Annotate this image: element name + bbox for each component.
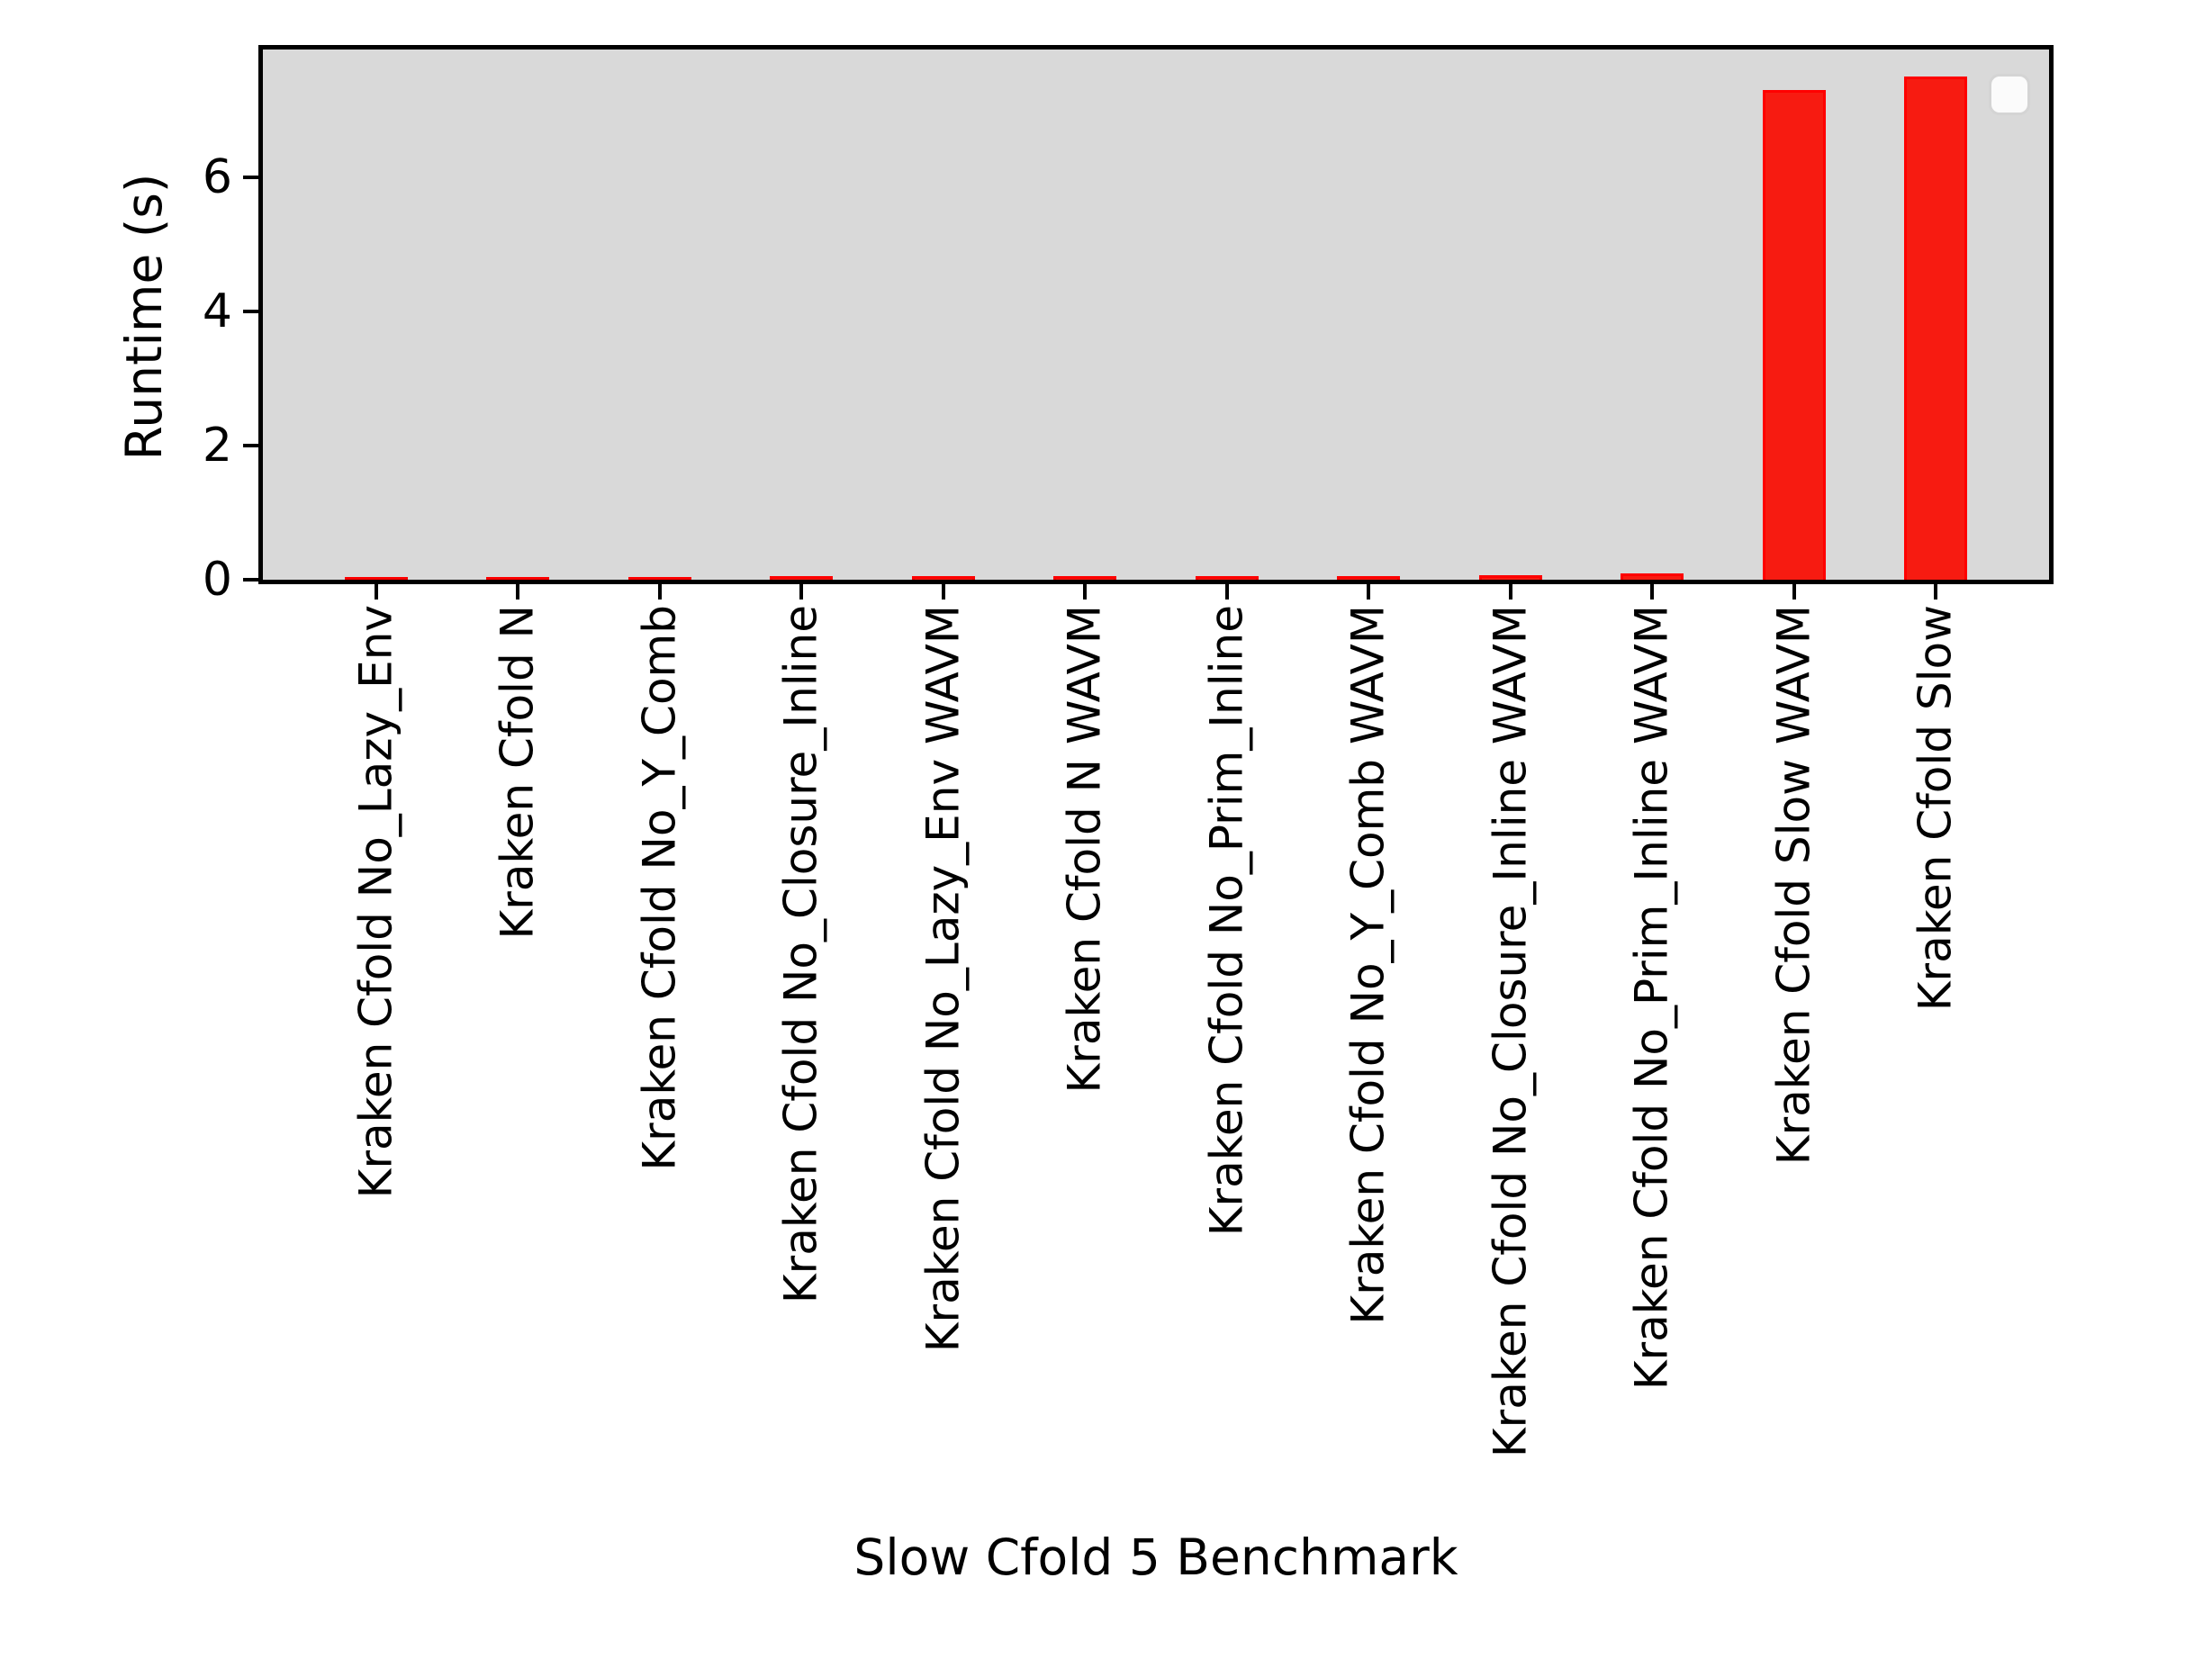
bar-6 (1195, 576, 1259, 580)
plot-area (258, 45, 2054, 584)
bar-9 (1621, 573, 1684, 580)
y-tick-mark (243, 175, 258, 179)
x-tick-mark (1934, 584, 1937, 600)
x-axis-label: Slow Cfold 5 Benchmark (853, 1528, 1458, 1586)
x-tick-label: Kraken Cfold No_Lazy_Env (349, 605, 402, 1199)
x-tick-label: Kraken Cfold No_Prim_Inline (1199, 605, 1252, 1237)
x-tick-mark (1224, 584, 1229, 600)
x-tick-label: Kraken Cfold No_Prim_Inline WAVM (1625, 605, 1678, 1391)
x-tick-mark (516, 584, 520, 600)
bar-5 (1053, 576, 1117, 580)
legend-box (1989, 74, 2030, 115)
x-tick-label: Kraken Cfold Slow (1909, 605, 1962, 1012)
x-tick-label: Kraken Cfold N (491, 605, 544, 940)
x-tick-mark (1792, 584, 1796, 600)
bar-2 (627, 577, 691, 580)
x-tick-label: Kraken Cfold Slow WAVM (1766, 605, 1819, 1166)
x-tick-mark (941, 584, 945, 600)
bar-7 (1337, 576, 1401, 580)
x-tick-label: Kraken Cfold No_Closure_Inline WAVM (1483, 605, 1536, 1458)
y-tick-mark (243, 309, 258, 313)
bar-10 (1762, 90, 1826, 580)
bar-4 (911, 576, 975, 580)
y-tick-label: 2 (202, 418, 232, 473)
x-tick-mark (1508, 584, 1512, 600)
x-tick-label: Kraken Cfold No_Closure_Inline (774, 605, 827, 1304)
x-tick-label: Kraken Cfold No_Y_Comb WAVM (1341, 605, 1395, 1325)
bar-1 (486, 577, 550, 580)
x-tick-label: Kraken Cfold No_Lazy_Env WAVM (916, 605, 970, 1353)
y-tick-label: 0 (202, 553, 232, 607)
x-tick-mark (657, 584, 662, 600)
x-tick-mark (1083, 584, 1088, 600)
bar-8 (1478, 575, 1542, 580)
y-tick-label: 4 (202, 284, 232, 338)
bar-11 (1904, 77, 1967, 580)
x-tick-mark (1650, 584, 1655, 600)
y-tick-label: 6 (202, 149, 232, 204)
y-tick-mark (243, 578, 258, 582)
x-tick-mark (1367, 584, 1371, 600)
x-tick-mark (375, 584, 378, 600)
x-tick-mark (799, 584, 804, 600)
y-tick-mark (243, 443, 258, 447)
bar-0 (345, 577, 408, 580)
x-tick-label: Kraken Cfold N WAVM (1058, 605, 1111, 1094)
bars-layer (263, 50, 2049, 580)
bar-3 (770, 576, 834, 580)
x-tick-label: Kraken Cfold No_Y_Comb (633, 605, 686, 1171)
